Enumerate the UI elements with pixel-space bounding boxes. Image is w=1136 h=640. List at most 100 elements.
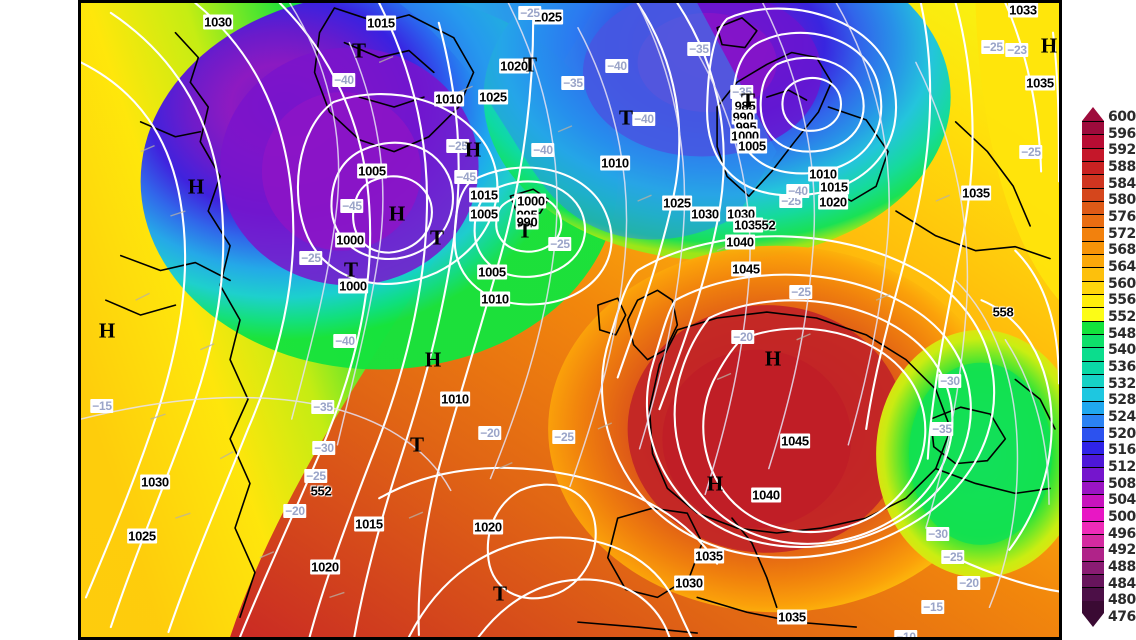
temperature-contour-label: −25 <box>1019 145 1043 159</box>
colorbar-bands <box>1082 120 1104 613</box>
colorbar-tick-label: 600 <box>1108 109 1136 125</box>
colorbar-tick-label: 592 <box>1108 142 1136 159</box>
temperature-contour-label: −25 <box>299 251 323 265</box>
colorbar-band <box>1082 254 1104 268</box>
mslp-contour-label: 1005 <box>477 264 507 280</box>
colorbar-tick-label: 484 <box>1108 575 1136 592</box>
temperature-contour-label: −25 <box>518 6 542 20</box>
colorbar-tick-label: 528 <box>1108 392 1136 409</box>
colorbar-tick-label: 560 <box>1108 275 1136 292</box>
mslp-contour-label: 1040 <box>725 234 755 250</box>
mslp-contour-label: 1005 <box>469 206 499 222</box>
temperature-contour-label: −35 <box>930 422 954 436</box>
mslp-contour-label: 1030 <box>674 575 704 591</box>
mslp-contour-label: 1010 <box>600 155 630 171</box>
mslp-contour-label: 1010 <box>808 166 838 182</box>
colorbar-band <box>1082 160 1104 175</box>
low-pressure-symbol: T <box>517 218 533 243</box>
temperature-contour-label: −40 <box>531 143 555 157</box>
colorbar-tick-label: 476 <box>1108 609 1136 625</box>
colorbar-band <box>1082 227 1104 241</box>
temperature-contour-label: −40 <box>605 59 629 73</box>
colorbar-band <box>1082 334 1104 348</box>
mslp-contour-label: 1035 <box>1025 75 1055 91</box>
colorbar-tick-label: 552 <box>1108 309 1136 325</box>
colorbar-band <box>1082 520 1104 535</box>
temperature-contour-label: −15 <box>921 600 945 614</box>
colorbar-band <box>1082 134 1104 148</box>
colorbar-tick-label: 556 <box>1108 292 1136 309</box>
temperature-contour-label: −35 <box>730 85 754 99</box>
low-pressure-symbol: T <box>409 432 425 457</box>
mslp-contour-label: 1030 <box>140 474 170 490</box>
temperature-contour-label: −35 <box>311 400 335 414</box>
temperature-contour-label: −45 <box>454 170 478 184</box>
mslp-contour-label: 1000 <box>516 193 546 209</box>
colorbar-band <box>1082 174 1104 188</box>
temperature-contour-label: −25 <box>981 40 1005 54</box>
colorbar-band <box>1082 320 1104 335</box>
mslp-contour-label: 1010 <box>480 291 510 307</box>
high-pressure-symbol: H <box>764 346 782 371</box>
colorbar-band <box>1082 360 1104 375</box>
colorbar-band <box>1082 387 1104 401</box>
mslp-contour-label: 1020 <box>310 559 340 575</box>
mslp-contour-label: 1000 <box>338 278 368 294</box>
high-pressure-symbol: H <box>98 318 116 343</box>
low-pressure-symbol: T <box>522 52 538 77</box>
colorbar-band <box>1082 534 1104 548</box>
temperature-contour-label: −25 <box>446 139 470 153</box>
high-pressure-symbol: H <box>706 471 724 496</box>
mslp-contour-label: 1040 <box>751 487 781 503</box>
temperature-contour-label: −40 <box>332 73 356 87</box>
mslp-contour-label: 1035 <box>694 548 724 564</box>
geopotential-height-label: 552 <box>310 483 332 499</box>
temperature-contour-label: −35 <box>687 42 711 56</box>
colorbar-band <box>1082 294 1104 308</box>
temperature-contour-label: −25 <box>789 285 813 299</box>
mslp-contour-label: 1035 <box>961 185 991 201</box>
high-pressure-symbol: H <box>187 174 205 199</box>
colorbar-band <box>1082 560 1104 575</box>
colorbar-tick-label: 520 <box>1108 425 1136 442</box>
mslp-contour-label: 1045 <box>780 433 810 449</box>
colorbar-band <box>1082 267 1104 281</box>
high-pressure-symbol: H <box>424 347 442 372</box>
mslp-contour-label: 1010 <box>434 91 464 107</box>
colorbar-band <box>1082 507 1104 521</box>
temperature-contour-label: −45 <box>340 199 364 213</box>
colorbar-band <box>1082 600 1104 613</box>
colorbar-tick-label: 580 <box>1108 192 1136 209</box>
mslp-contour-label: 1035 <box>733 217 763 233</box>
colorbar-tick-label: 572 <box>1108 225 1136 242</box>
temperature-contour-label: −30 <box>926 527 950 541</box>
colorbar-band <box>1082 414 1104 428</box>
low-pressure-symbol: T <box>343 257 359 282</box>
low-pressure-symbol: T <box>618 105 634 130</box>
colorbar-tick-label: 508 <box>1108 475 1136 492</box>
mslp-contour-label: 1033 <box>1008 2 1038 18</box>
weather-map-panel[interactable]: 1030 1015 1025 1020 1010 1025 1010 1005 1015 1005… <box>78 0 1062 640</box>
colorbar-tick-label: 536 <box>1108 359 1136 375</box>
temperature-contour-label: −30 <box>312 441 336 455</box>
mslp-contour-label: 1025 <box>662 195 692 211</box>
colorbar-panel: 600 596 592 588 584 580 576 572 568 564 560 556 552 5… <box>1064 0 1136 640</box>
colorbar-tick-label: 500 <box>1108 509 1136 525</box>
mslp-contour-label: 990 <box>515 214 539 230</box>
low-pressure-symbol: T <box>740 88 756 113</box>
colorbar-band <box>1082 374 1104 388</box>
colorbar-band <box>1082 347 1104 361</box>
colorbar-tick-label: 492 <box>1108 542 1136 559</box>
colorbar-band <box>1082 547 1104 561</box>
mslp-contour-label: 1020 <box>499 58 529 74</box>
colorbar-band <box>1082 480 1104 495</box>
colorbar-band <box>1082 147 1104 161</box>
mslp-contour-label: 1020 <box>818 194 848 210</box>
colorbar-band <box>1082 307 1104 321</box>
map-labels-layer: 1030 1015 1025 1020 1010 1025 1010 1005 1015 1005… <box>81 3 1059 637</box>
mslp-contour-label: 1020 <box>473 519 503 535</box>
mslp-contour-label: 1000 <box>335 232 365 248</box>
mslp-contour-label: 1015 <box>469 187 499 203</box>
temperature-contour-label: −25 <box>941 550 965 564</box>
